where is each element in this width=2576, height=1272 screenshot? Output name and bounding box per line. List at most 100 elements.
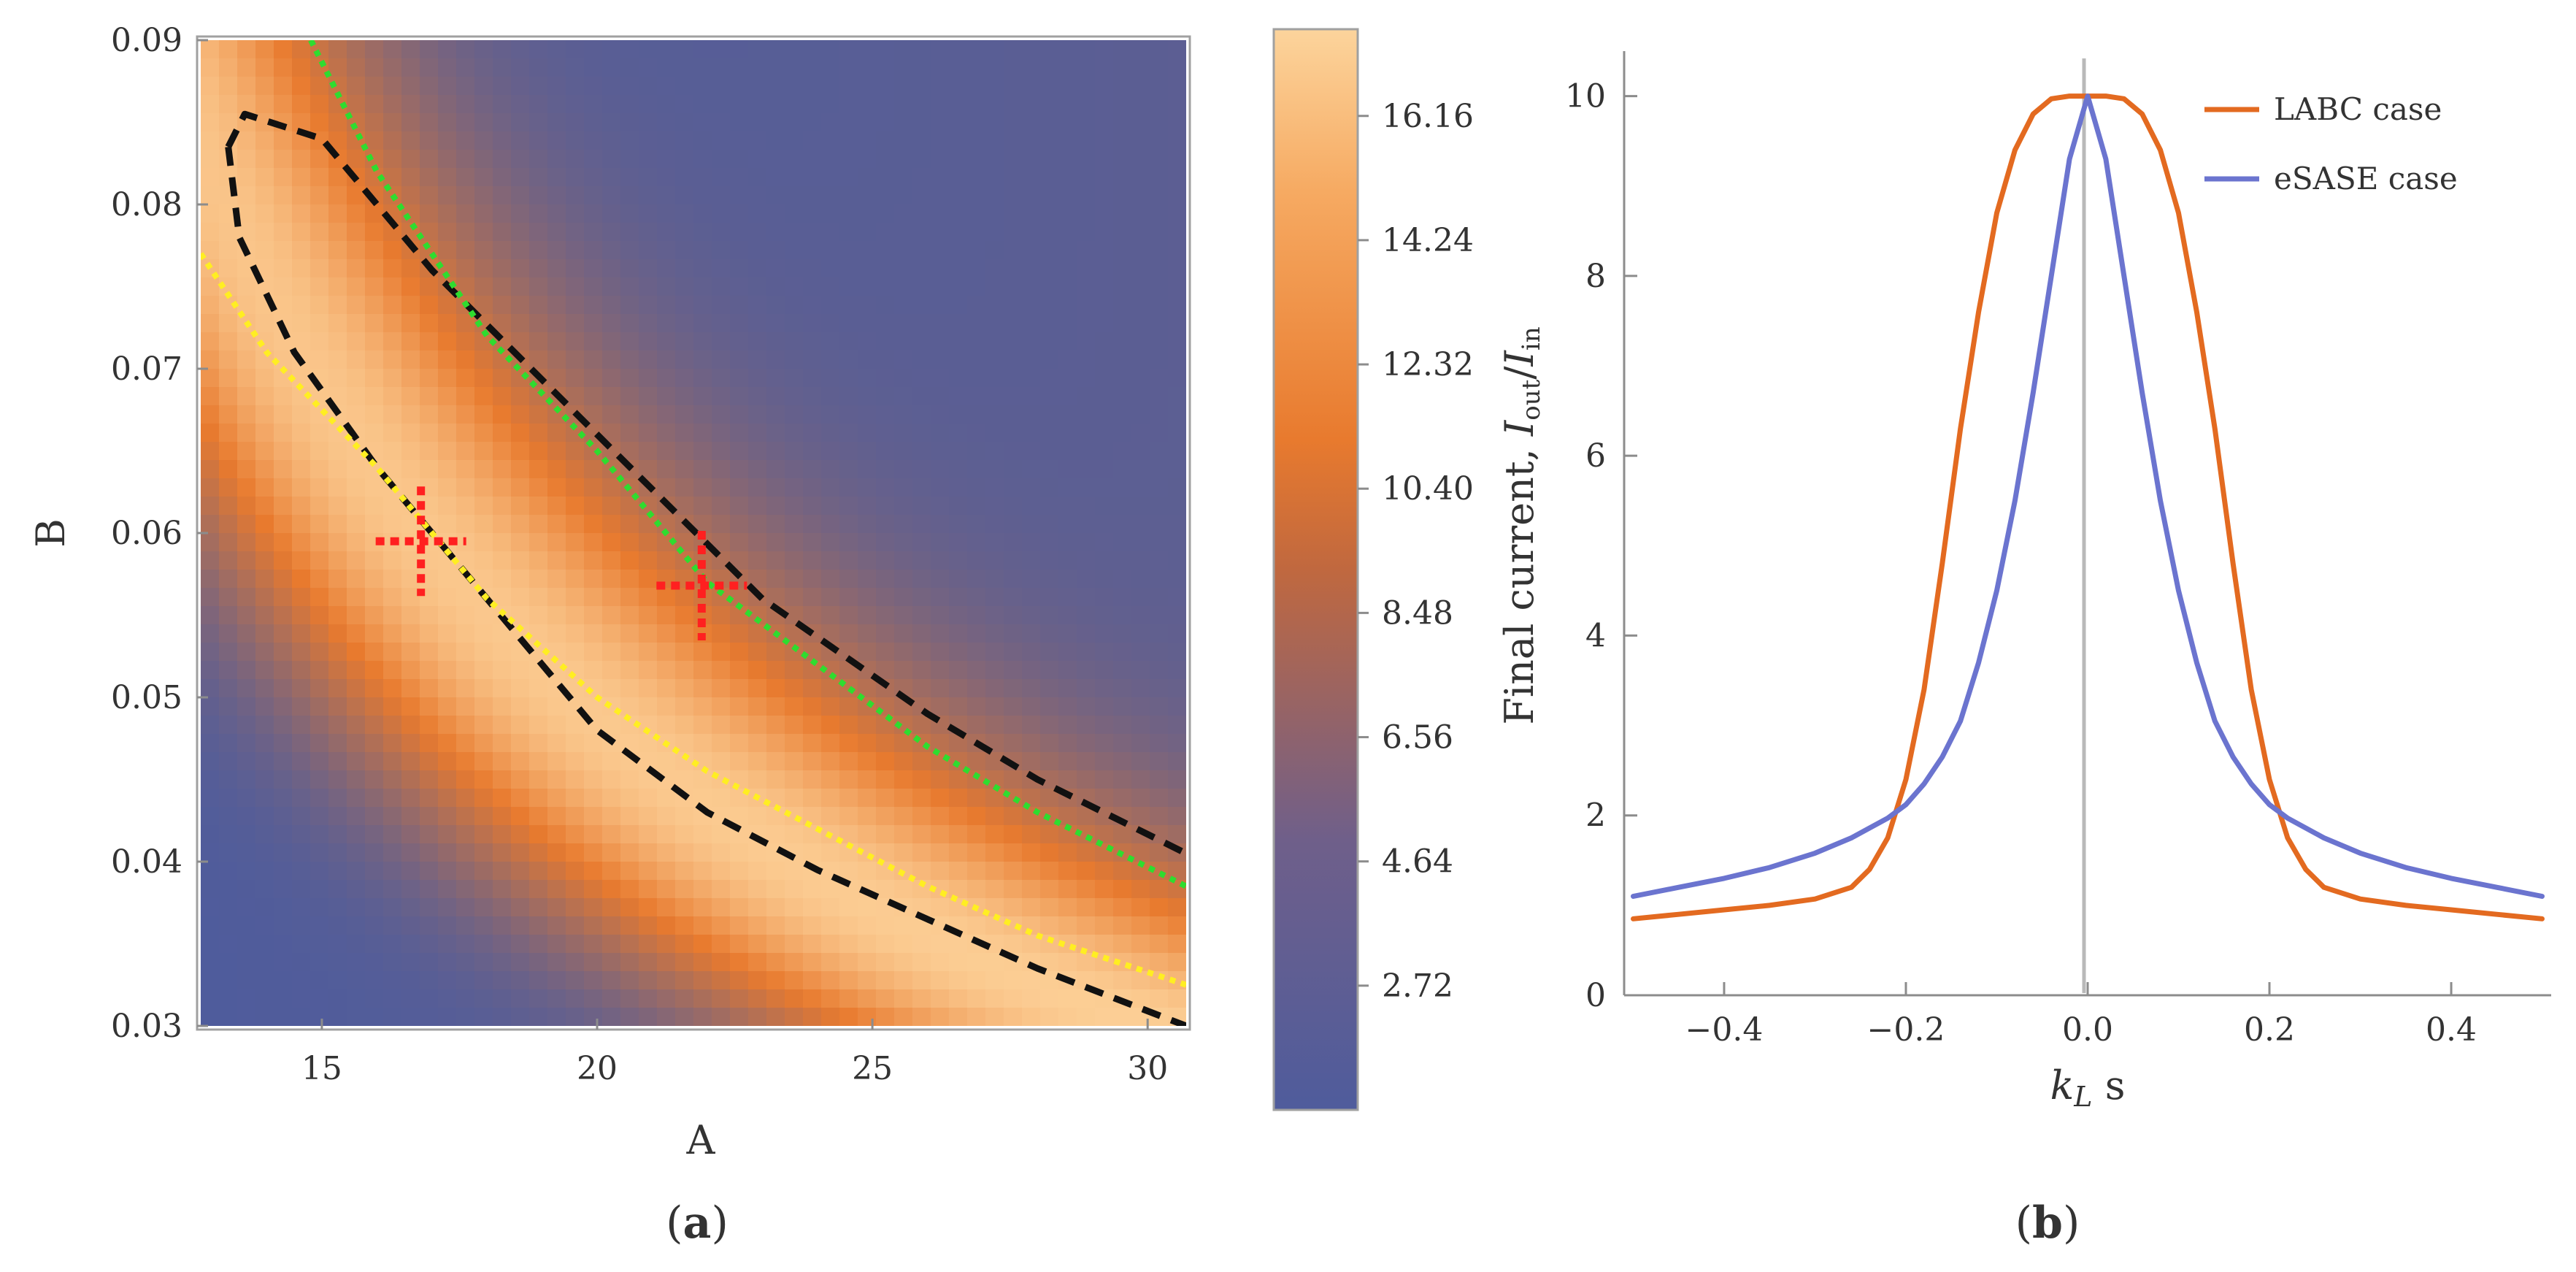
heatmap-cell bbox=[255, 387, 274, 406]
heatmap-cell bbox=[1077, 369, 1096, 388]
heatmap-cell bbox=[1058, 606, 1077, 625]
heatmap-cell bbox=[1113, 916, 1132, 935]
heatmap-cell bbox=[438, 113, 457, 132]
y-tick-label: 0.08 bbox=[111, 186, 182, 223]
heatmap-cell bbox=[274, 570, 293, 589]
heatmap-cell bbox=[201, 1008, 220, 1026]
heatmap-cell bbox=[675, 825, 694, 844]
heatmap-cell bbox=[1040, 77, 1059, 96]
heatmap-cell bbox=[894, 570, 913, 589]
heatmap-cell bbox=[219, 95, 238, 114]
heatmap-cell bbox=[602, 478, 621, 497]
heatmap-cell bbox=[292, 661, 311, 680]
heatmap-cell bbox=[1004, 186, 1023, 205]
heatmap-cell bbox=[310, 843, 329, 862]
heatmap-cell bbox=[383, 734, 402, 753]
heatmap-cell bbox=[456, 58, 475, 77]
heatmap-cell bbox=[693, 843, 712, 862]
heatmap-cell bbox=[894, 551, 913, 570]
heatmap-cell bbox=[730, 387, 749, 406]
heatmap-cell bbox=[748, 1008, 767, 1026]
heatmap-cell bbox=[529, 624, 548, 643]
heatmap-cell bbox=[420, 460, 439, 479]
heatmap-cell bbox=[511, 697, 530, 716]
heatmap-cell bbox=[748, 697, 767, 716]
heatmap-cell bbox=[1168, 679, 1186, 698]
heatmap-cell bbox=[748, 551, 767, 570]
heatmap-cell bbox=[255, 77, 274, 96]
heatmap-cell bbox=[602, 241, 621, 260]
heatmap-cell bbox=[474, 807, 493, 826]
heatmap-cell bbox=[1150, 679, 1169, 698]
colorbar-tick-label: 6.56 bbox=[1382, 719, 1453, 756]
heatmap-cell bbox=[511, 186, 530, 205]
heatmap-cell bbox=[1040, 1008, 1059, 1026]
heatmap-cell bbox=[1040, 880, 1059, 899]
heatmap-cell bbox=[255, 186, 274, 205]
heatmap-cell bbox=[785, 223, 804, 242]
heatmap-cell bbox=[237, 460, 256, 479]
heatmap-cell bbox=[347, 862, 366, 881]
heatmap-cell bbox=[894, 460, 913, 479]
heatmap-cell bbox=[347, 606, 366, 625]
heatmap-cell bbox=[310, 150, 329, 169]
heatmap-cell bbox=[712, 131, 731, 150]
heatmap-cell bbox=[657, 606, 676, 625]
heatmap-cell bbox=[1095, 387, 1114, 406]
heatmap-cell bbox=[1150, 989, 1169, 1008]
heatmap-cell bbox=[547, 369, 566, 388]
heatmap-cell bbox=[858, 1008, 877, 1026]
heatmap-cell bbox=[967, 131, 986, 150]
heatmap-cell bbox=[529, 752, 548, 771]
heatmap-cell bbox=[748, 862, 767, 881]
heatmap-cell bbox=[255, 405, 274, 424]
heatmap-cell bbox=[584, 570, 603, 589]
heatmap-cell bbox=[639, 752, 658, 771]
heatmap-cell bbox=[657, 898, 676, 917]
heatmap-cell bbox=[1022, 241, 1041, 260]
heatmap-cell bbox=[730, 186, 749, 205]
heatmap-cell bbox=[383, 131, 402, 150]
heatmap-cell bbox=[967, 95, 986, 114]
heatmap-cell bbox=[1113, 314, 1132, 333]
heatmap-cell bbox=[401, 971, 420, 990]
heatmap-cell bbox=[420, 150, 439, 169]
heatmap-cell bbox=[401, 113, 420, 132]
colorbar-tick-label: 14.24 bbox=[1382, 222, 1474, 259]
heatmap-cell bbox=[675, 770, 694, 789]
heatmap-cell bbox=[858, 314, 877, 333]
heatmap-cell bbox=[675, 369, 694, 388]
heatmap-cell bbox=[839, 241, 858, 260]
heatmap-cell bbox=[766, 424, 785, 442]
heatmap-cell bbox=[292, 643, 311, 662]
heatmap-cell bbox=[365, 679, 384, 698]
heatmap-cell bbox=[639, 58, 658, 77]
heatmap-cell bbox=[201, 424, 220, 442]
heatmap-cell bbox=[766, 570, 785, 589]
heatmap-cell bbox=[201, 916, 220, 935]
heatmap-cell bbox=[1113, 898, 1132, 917]
heatmap-cell bbox=[566, 935, 585, 954]
heatmap-cell bbox=[511, 752, 530, 771]
heatmap-cell bbox=[620, 131, 639, 150]
heatmap-cell bbox=[493, 77, 512, 96]
heatmap-cell bbox=[876, 77, 895, 96]
heatmap-cell bbox=[1168, 989, 1186, 1008]
heatmap-cell bbox=[1040, 898, 1059, 917]
heatmap-cell bbox=[292, 442, 311, 461]
heatmap-cell bbox=[566, 661, 585, 680]
heatmap-cell bbox=[839, 442, 858, 461]
heatmap-cell bbox=[201, 168, 220, 187]
heatmap-cell bbox=[511, 515, 530, 534]
heatmap-cell bbox=[985, 40, 1004, 59]
heatmap-cell bbox=[274, 424, 293, 442]
heatmap-cell bbox=[1004, 606, 1023, 625]
heatmap-cell bbox=[438, 989, 457, 1008]
heatmap-cell bbox=[712, 369, 731, 388]
heatmap-cell bbox=[712, 186, 731, 205]
heatmap-cell bbox=[310, 296, 329, 315]
heatmap-cell bbox=[547, 277, 566, 296]
heatmap-cell bbox=[456, 204, 475, 223]
heatmap-cell bbox=[547, 789, 566, 808]
heatmap-cell bbox=[438, 497, 457, 516]
